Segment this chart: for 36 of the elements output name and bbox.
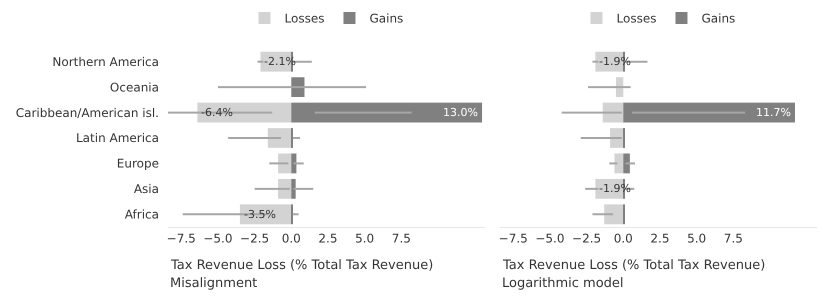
legend-label: Losses	[284, 12, 324, 26]
y-tick-label: Africa	[124, 207, 159, 222]
x-tick-label: 2.5	[650, 231, 670, 246]
text: Misalignment	[170, 276, 258, 291]
text: Logarithmic model	[502, 276, 624, 291]
x-axis-title: Tax Revenue Loss (% Total Tax Revenue)	[170, 258, 434, 273]
y-tick-label: Latin America	[76, 131, 159, 146]
x-tick-label: 5.0	[687, 231, 706, 246]
x-tick-label: −7.5	[498, 231, 528, 246]
y-tick-label: Europe	[116, 156, 159, 171]
y-tick-label: Caribbean/American isl.	[16, 106, 159, 120]
legend-label: Gains	[701, 12, 736, 26]
y-tick-label: Northern America	[52, 54, 159, 69]
x-tick-label: 7.5	[724, 231, 743, 246]
data-label: 13.0%	[443, 106, 478, 119]
x-tick-label: −5.0	[535, 231, 564, 246]
legend-label: Losses	[616, 12, 656, 26]
x-tick-label: 2.5	[318, 231, 338, 246]
data-label: 11.7%	[756, 106, 791, 119]
y-tick-label: Asia	[134, 182, 159, 196]
data-label: -6.4%	[201, 106, 233, 119]
x-tick-label: −2.5	[240, 231, 270, 246]
x-tick-label: −5.0	[203, 231, 232, 246]
data-label: -2.1%	[264, 55, 296, 68]
x-tick-label: 0.0	[614, 231, 633, 246]
x-tick-label: −2.5	[572, 231, 602, 246]
x-tick-label: 0.0	[282, 231, 301, 246]
data-label: -1.9%	[599, 55, 631, 68]
legend-label: Gains	[369, 12, 404, 26]
y-tick-label: Oceania	[110, 80, 159, 94]
data-label: -1.9%	[599, 182, 631, 195]
x-tick-label: 5.0	[355, 231, 374, 246]
data-label: -3.5%	[244, 208, 276, 221]
x-tick-label: 7.5	[392, 231, 411, 246]
x-tick-label: −7.5	[166, 231, 196, 246]
x-axis-title: Tax Revenue Loss (% Total Tax Revenue)	[502, 258, 766, 273]
